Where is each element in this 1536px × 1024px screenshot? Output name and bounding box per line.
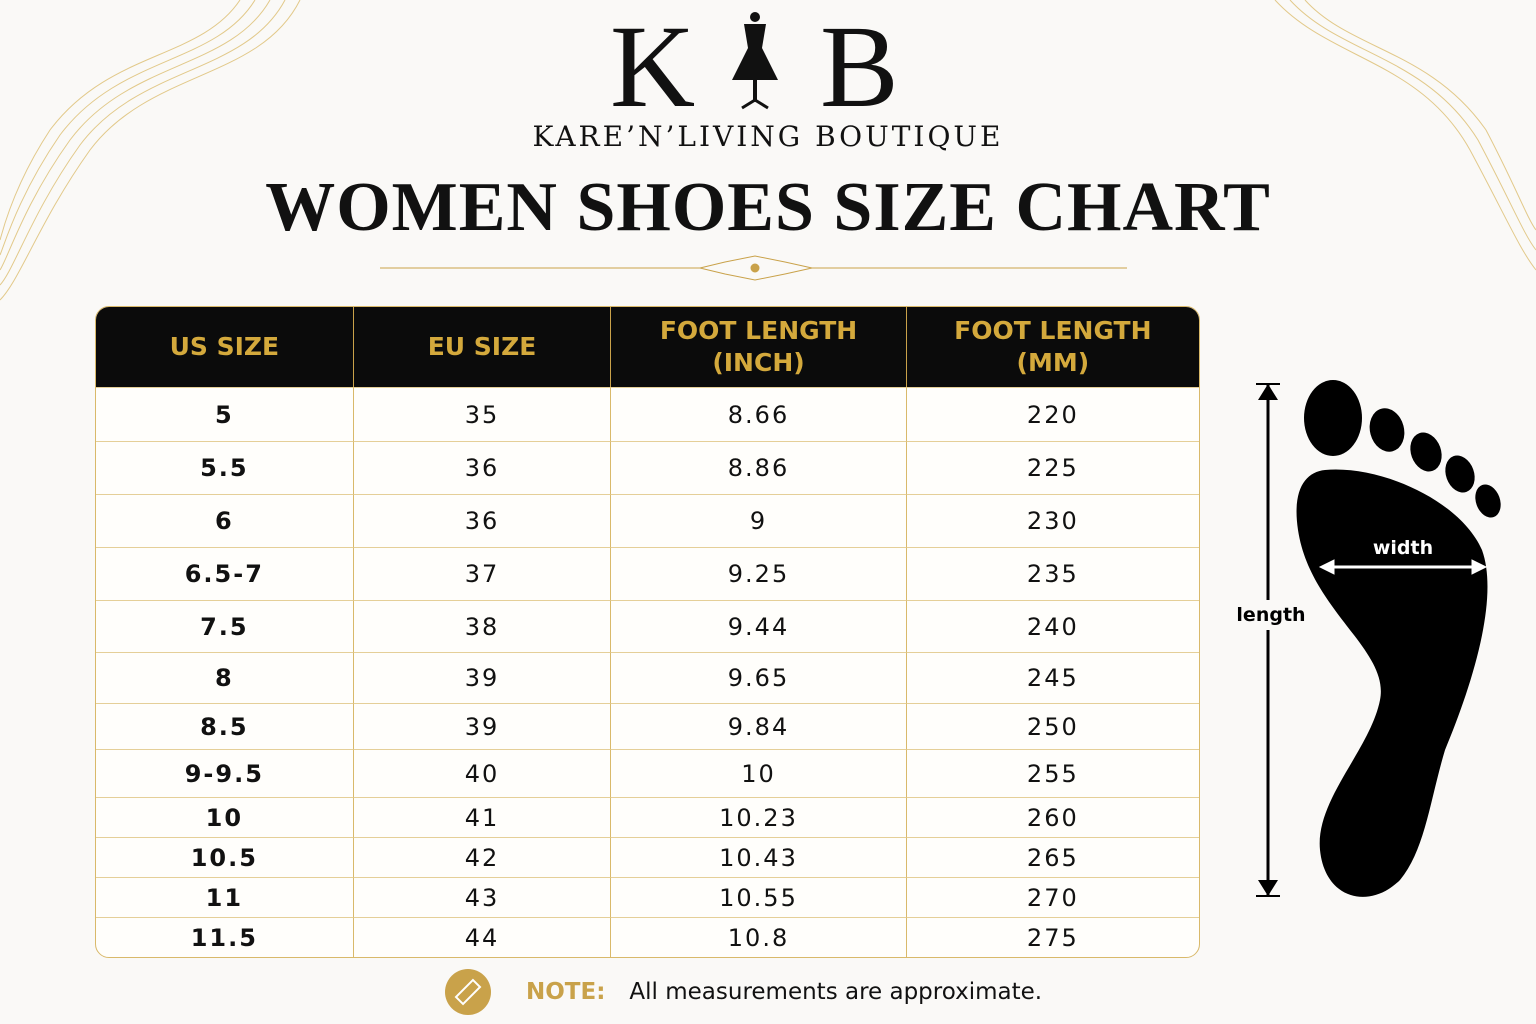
table-cell: 40 — [353, 749, 612, 797]
table-cell: 235 — [906, 547, 1199, 600]
table-row: 8 39 9.65 245 — [96, 652, 1199, 703]
table-cell: 11.5 — [96, 917, 354, 957]
header-row: US SIZE EU SIZE FOOT LENGTH (INCH) FOOT LEN… — [96, 307, 1199, 387]
table-cell: 9.65 — [611, 652, 907, 703]
table-cell: 270 — [906, 877, 1199, 917]
table-cell: 10 — [611, 749, 907, 797]
table-cell: 9 — [611, 494, 907, 547]
logo-letter: B — [820, 1, 899, 132]
table-cell: 10.55 — [611, 877, 907, 917]
table-cell: 260 — [906, 797, 1199, 837]
table-cell: 9.25 — [611, 547, 907, 600]
note-text: All measurements are approximate. — [629, 979, 1043, 1005]
logo-letter: K — [610, 1, 696, 132]
foot-diagram: width length — [1232, 380, 1501, 897]
table-cell: 39 — [353, 652, 612, 703]
table-cell: 8 — [96, 652, 354, 703]
table-cell: 230 — [906, 494, 1199, 547]
column-header: FOOT LENGTH (MM) — [906, 307, 1199, 387]
table-cell: 9.44 — [611, 600, 907, 652]
table-cell: 8.66 — [611, 387, 907, 441]
table-row: 6 36 9 230 — [96, 494, 1199, 547]
decoration — [0, 0, 1536, 301]
table-cell: 35 — [353, 387, 612, 441]
column-header: FOOT LENGTH (INCH) — [611, 307, 907, 387]
brand-name: KARE’N’LIVING BOUTIQUE — [532, 120, 1004, 153]
table-cell: 36 — [353, 494, 612, 547]
table-row: 7.5 38 9.44 240 — [96, 600, 1199, 652]
table-cell: 39 — [353, 703, 612, 749]
table-row: 11 43 10.55 270 — [96, 877, 1199, 917]
table-cell: 38 — [353, 600, 612, 652]
table-row: 11.5 44 10.8 275 — [96, 917, 1199, 957]
table-cell: 265 — [906, 837, 1199, 877]
table-row: 5.5 36 8.86 225 — [96, 441, 1199, 494]
title: WOMEN SHOES SIZE CHART — [265, 169, 1271, 246]
note: NOTE: All measurements are approximate. — [444, 968, 1042, 1016]
table-cell: 220 — [906, 387, 1199, 441]
table-cell: 37 — [353, 547, 612, 600]
note-label: NOTE: — [526, 979, 606, 1005]
table-row: 6.5-7 37 9.25 235 — [96, 547, 1199, 600]
column-header: EU SIZE — [353, 307, 612, 387]
size-table: US SIZE EU SIZE FOOT LENGTH (INCH) FOOT LEN… — [95, 306, 1200, 958]
table-cell: 10.23 — [611, 797, 907, 837]
table-cell: 5 — [96, 387, 354, 441]
table-row: 10.5 42 10.43 265 — [96, 837, 1199, 877]
table-cell: 10.8 — [611, 917, 907, 957]
table-cell: 255 — [906, 749, 1199, 797]
ruler-icon — [445, 969, 491, 1015]
table-cell: 36 — [353, 441, 612, 494]
table-cell: 225 — [906, 441, 1199, 494]
width-label: width — [1373, 537, 1433, 559]
table-cell: 8.5 — [96, 703, 354, 749]
table-cell: 8.86 — [611, 441, 907, 494]
table-cell: 7.5 — [96, 600, 354, 652]
table-cell: 6.5-7 — [96, 547, 354, 600]
table-cell: 5.5 — [96, 441, 354, 494]
table-cell: 43 — [353, 877, 612, 917]
table-row: 8.5 39 9.84 250 — [96, 703, 1199, 749]
table-cell: 11 — [96, 877, 354, 917]
table-body: 5 35 8.66 220 5.5 36 8.86 225 6 36 9 230 6.5-7 37 9.25… — [96, 387, 1199, 957]
table-cell: 41 — [353, 797, 612, 837]
table-cell: 275 — [906, 917, 1199, 957]
table-cell: 10.43 — [611, 837, 907, 877]
table-cell: 10 — [96, 797, 354, 837]
table-row: 5 35 8.66 220 — [96, 387, 1199, 441]
table-cell: 42 — [353, 837, 612, 877]
table-cell: 245 — [906, 652, 1199, 703]
table-cell: 240 — [906, 600, 1199, 652]
table-row: 10 41 10.23 260 — [96, 797, 1199, 837]
column-header: US SIZE — [96, 307, 354, 387]
dress-icon — [732, 12, 778, 110]
table-cell: 9-9.5 — [96, 749, 354, 797]
table-row: 9-9.5 40 10 255 — [96, 749, 1199, 797]
length-label: length — [1236, 604, 1305, 626]
table-cell: 250 — [906, 703, 1199, 749]
table-cell: 44 — [353, 917, 612, 957]
table-cell: 6 — [96, 494, 354, 547]
table-cell: 9.84 — [611, 703, 907, 749]
table-cell: 10.5 — [96, 837, 354, 877]
